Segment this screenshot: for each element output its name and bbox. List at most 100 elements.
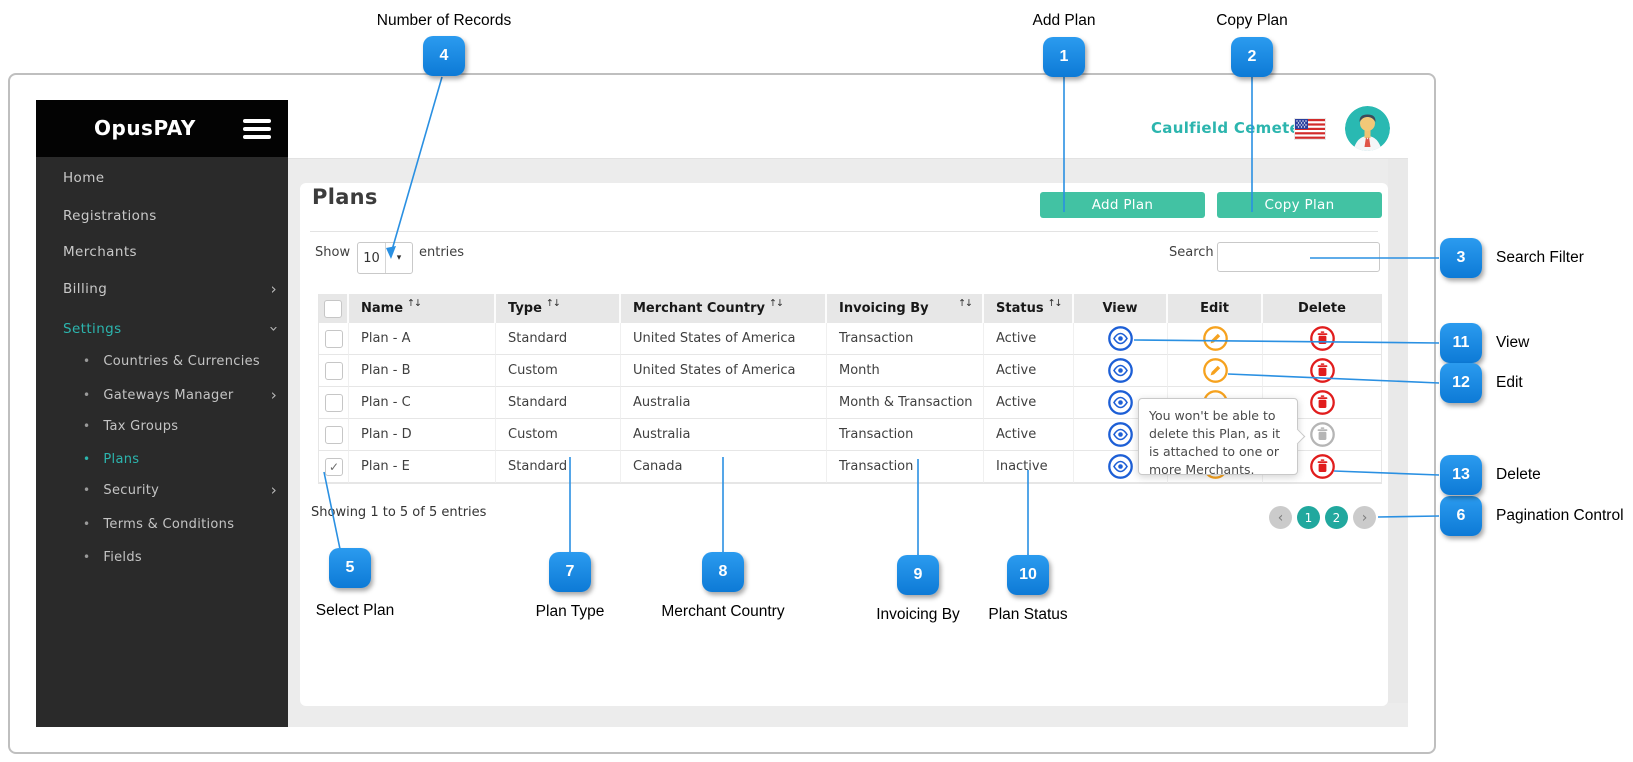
delete-icon[interactable] bbox=[1309, 453, 1336, 480]
row-checkbox[interactable] bbox=[325, 393, 343, 412]
cell-name: Plan - C bbox=[349, 387, 496, 419]
scrollbar[interactable] bbox=[1388, 158, 1408, 703]
delete-icon[interactable] bbox=[1309, 325, 1336, 352]
copy-plan-button[interactable]: Copy Plan bbox=[1217, 192, 1382, 218]
add-plan-button[interactable]: Add Plan bbox=[1040, 192, 1205, 218]
edit-icon[interactable] bbox=[1202, 325, 1229, 352]
column-header-name[interactable]: Name ↑↓ bbox=[349, 294, 496, 323]
row-checkbox[interactable] bbox=[325, 425, 343, 444]
sidebar-item-home[interactable]: Home bbox=[63, 170, 105, 186]
sidebar-item-merchants[interactable]: Merchants bbox=[63, 244, 137, 260]
sort-icon: ↑↓ bbox=[545, 298, 561, 309]
delete-icon[interactable] bbox=[1309, 389, 1336, 416]
sidebar: OpusPAY Home Registrations Merchants Bil… bbox=[36, 100, 288, 727]
cell-status: Active bbox=[984, 419, 1074, 451]
cell-merchant-country: Canada bbox=[621, 451, 827, 483]
show-label: Show bbox=[315, 245, 351, 260]
tooltip-text: You won't be able to delete this Plan, a… bbox=[1149, 408, 1281, 478]
sidebar-item-fields[interactable]: • Fields bbox=[83, 549, 142, 565]
bullet-icon: • bbox=[83, 354, 91, 368]
row-checkbox[interactable] bbox=[325, 361, 343, 380]
select-all-header bbox=[319, 294, 349, 323]
cell-type: Standard bbox=[496, 451, 621, 483]
table-header-row: Name ↑↓ Type ↑↓ Merchant Country ↑↓ Invoici… bbox=[319, 294, 1381, 323]
annotation-badge-11: 11 bbox=[1440, 323, 1482, 363]
annotation-label-invoicing-by: Invoicing By bbox=[876, 606, 960, 623]
table-row: Plan - C Standard Australia Month & Transac… bbox=[319, 387, 1381, 419]
page-title: Plans bbox=[312, 185, 378, 209]
search-input[interactable] bbox=[1217, 242, 1380, 272]
cell-status: Active bbox=[984, 387, 1074, 419]
pagination-page-1[interactable]: 1 bbox=[1297, 506, 1320, 529]
page-size-dropdown[interactable]: 10 ▾ bbox=[357, 242, 413, 274]
sort-icon: ↑↓ bbox=[1047, 298, 1063, 309]
sidebar-item-terms-conditions[interactable]: • Terms & Conditions bbox=[83, 516, 235, 532]
sidebar-item-plans[interactable]: • Plans bbox=[83, 451, 140, 467]
cell-name: Plan - B bbox=[349, 355, 496, 387]
row-checkbox[interactable] bbox=[325, 329, 343, 348]
cell-view bbox=[1074, 323, 1168, 355]
view-icon[interactable] bbox=[1107, 421, 1134, 448]
cell-type: Standard bbox=[496, 387, 621, 419]
sidebar-item-countries-currencies[interactable]: • Countries & Currencies bbox=[83, 353, 260, 369]
plans-table: Name ↑↓ Type ↑↓ Merchant Country ↑↓ Invoici… bbox=[318, 294, 1382, 484]
column-header-delete: Delete bbox=[1263, 294, 1381, 323]
bullet-icon: • bbox=[83, 517, 91, 531]
column-header-edit: Edit bbox=[1168, 294, 1263, 323]
sidebar-item-registrations[interactable]: Registrations bbox=[63, 208, 157, 224]
cell-edit bbox=[1168, 355, 1263, 387]
chevron-right-icon: › bbox=[270, 280, 277, 298]
sidebar-item-billing[interactable]: Billing › bbox=[63, 280, 277, 298]
select-all-checkbox[interactable] bbox=[324, 299, 342, 318]
hamburger-menu-icon[interactable] bbox=[243, 119, 271, 143]
showing-entries-text: Showing 1 to 5 of 5 entries bbox=[311, 505, 487, 520]
row-select-cell: ✓ bbox=[319, 451, 349, 483]
sidebar-item-tax-groups[interactable]: • Tax Groups bbox=[83, 418, 179, 434]
pagination-control: ‹ 1 2 › bbox=[1269, 506, 1376, 529]
delete-icon-disabled[interactable] bbox=[1309, 421, 1336, 448]
view-icon[interactable] bbox=[1107, 357, 1134, 384]
view-icon[interactable] bbox=[1107, 453, 1134, 480]
column-header-type[interactable]: Type ↑↓ bbox=[496, 294, 621, 323]
annotation-label-pagination-control: Pagination Control bbox=[1496, 507, 1624, 524]
sidebar-item-gateways-manager[interactable]: • Gateways Manager › bbox=[83, 386, 277, 404]
cell-name: Plan - A bbox=[349, 323, 496, 355]
column-header-invoicing-by[interactable]: Invoicing By ↑↓ bbox=[827, 294, 984, 323]
cell-merchant-country: United States of America bbox=[621, 323, 827, 355]
cell-invoicing-by: Transaction bbox=[827, 451, 984, 483]
sidebar-logo-bar: OpusPAY bbox=[36, 100, 288, 157]
column-header-status[interactable]: Status ↑↓ bbox=[984, 294, 1074, 323]
pagination-next-button[interactable]: › bbox=[1353, 506, 1376, 529]
sidebar-item-security[interactable]: • Security › bbox=[83, 481, 277, 499]
sidebar-item-settings[interactable]: Settings › bbox=[63, 321, 283, 337]
edit-icon[interactable] bbox=[1202, 357, 1229, 384]
column-header-view: View bbox=[1074, 294, 1168, 323]
annotation-label-plan-type: Plan Type bbox=[535, 603, 605, 620]
pagination-prev-button[interactable]: ‹ bbox=[1269, 506, 1292, 529]
sort-icon: ↑↓ bbox=[958, 298, 973, 309]
annotation-badge-12: 12 bbox=[1440, 363, 1482, 403]
column-header-merchant-country[interactable]: Merchant Country ↑↓ bbox=[621, 294, 827, 323]
us-flag-icon[interactable] bbox=[1295, 119, 1325, 139]
brand-logo: OpusPAY bbox=[94, 116, 196, 140]
annotation-label-copy-plan: Copy Plan bbox=[1216, 12, 1288, 29]
view-icon[interactable] bbox=[1107, 325, 1134, 352]
view-icon[interactable] bbox=[1107, 389, 1134, 416]
cell-invoicing-by: Transaction bbox=[827, 419, 984, 451]
annotation-badge-7: 7 bbox=[549, 552, 591, 592]
cell-merchant-country: Australia bbox=[621, 387, 827, 419]
cell-merchant-country: Australia bbox=[621, 419, 827, 451]
annotation-label-delete: Delete bbox=[1496, 466, 1541, 483]
delete-icon[interactable] bbox=[1309, 357, 1336, 384]
row-select-cell bbox=[319, 419, 349, 451]
bullet-icon: • bbox=[83, 419, 91, 433]
delete-disabled-tooltip: You won't be able to delete this Plan, a… bbox=[1138, 398, 1306, 478]
top-header-bar bbox=[288, 100, 1408, 159]
table-row: Plan - B Custom United States of America Mo… bbox=[319, 355, 1381, 387]
user-avatar[interactable] bbox=[1345, 106, 1390, 151]
row-select-cell bbox=[319, 387, 349, 419]
pagination-page-2[interactable]: 2 bbox=[1325, 506, 1348, 529]
caret-down-icon: ▾ bbox=[396, 253, 402, 263]
row-checkbox[interactable]: ✓ bbox=[325, 457, 343, 476]
